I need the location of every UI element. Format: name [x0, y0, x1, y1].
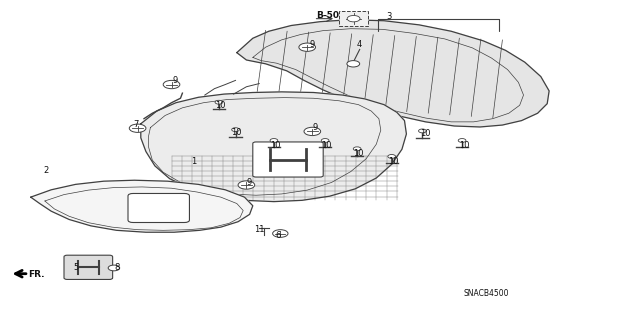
Circle shape [388, 154, 396, 158]
Text: B-50: B-50 [316, 11, 339, 20]
Polygon shape [31, 180, 253, 232]
Text: 4: 4 [357, 40, 362, 48]
Circle shape [273, 230, 288, 237]
Polygon shape [141, 92, 406, 202]
Text: 9: 9 [247, 178, 252, 187]
Text: FR.: FR. [28, 271, 45, 279]
Bar [339, 11, 368, 26]
Text: 11: 11 [255, 225, 265, 234]
Text: 6: 6 [276, 231, 281, 240]
Text: 10: 10 [321, 141, 332, 150]
Circle shape [458, 138, 466, 142]
FancyBboxPatch shape [253, 142, 323, 177]
Text: 9: 9 [309, 40, 314, 48]
Text: 9: 9 [313, 123, 318, 132]
FancyBboxPatch shape [64, 255, 113, 279]
Circle shape [163, 80, 180, 89]
Text: 10: 10 [270, 141, 280, 150]
Text: 7: 7 [133, 120, 138, 129]
Text: 3: 3 [387, 12, 392, 21]
Circle shape [108, 265, 120, 271]
FancyBboxPatch shape [128, 193, 189, 223]
Text: 10: 10 [216, 101, 226, 110]
Text: 10: 10 [388, 157, 399, 166]
Text: 10: 10 [420, 130, 431, 138]
Circle shape [304, 127, 321, 136]
Circle shape [299, 43, 316, 51]
Circle shape [348, 15, 360, 22]
Text: 10: 10 [232, 128, 242, 137]
Circle shape [232, 128, 239, 131]
Circle shape [129, 124, 146, 132]
Text: 1: 1 [191, 157, 196, 166]
Text: 8: 8 [115, 263, 120, 272]
Text: 10: 10 [353, 149, 364, 158]
Circle shape [215, 100, 223, 104]
Circle shape [238, 181, 255, 189]
Circle shape [353, 147, 361, 151]
Circle shape [321, 138, 329, 142]
Circle shape [419, 129, 426, 133]
Polygon shape [237, 20, 549, 127]
Text: 9: 9 [173, 76, 178, 85]
Circle shape [270, 138, 278, 142]
Text: SNACB4500: SNACB4500 [463, 289, 509, 298]
Text: 10: 10 [459, 141, 469, 150]
Circle shape [347, 61, 360, 67]
Text: 5: 5 [73, 263, 78, 272]
Text: 2: 2 [44, 166, 49, 175]
